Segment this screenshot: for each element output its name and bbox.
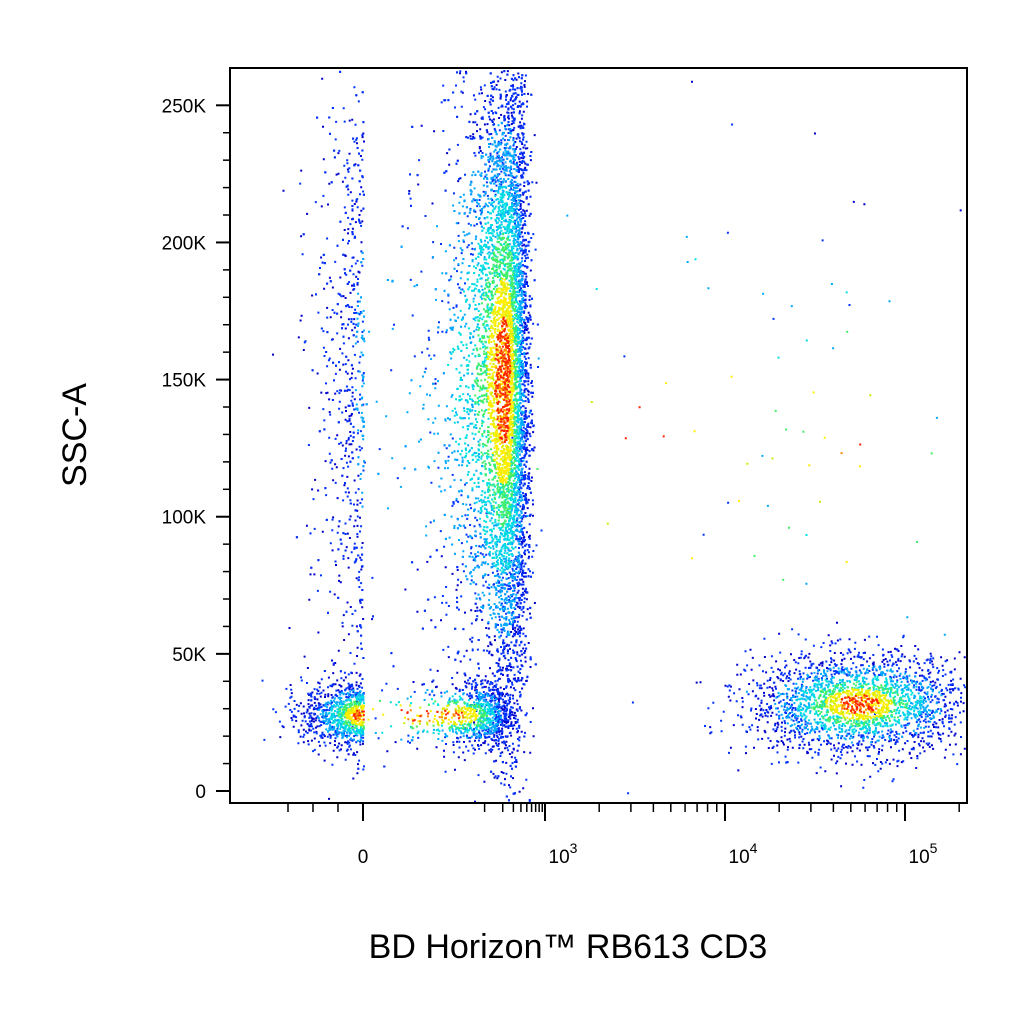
x-tick-base: 10 — [729, 847, 750, 868]
event-dots — [261, 70, 967, 804]
y-tick-label: 0 — [195, 782, 206, 803]
event-dots-density-6 — [344, 278, 893, 726]
x-tick-label: 105 — [909, 840, 938, 868]
y-tick-label: 250K — [162, 96, 207, 117]
event-dots-density-8 — [352, 316, 880, 722]
x-tick-exponent: 5 — [930, 840, 938, 856]
x-axis-title: BD Horizon™ RB613 CD3 — [369, 928, 768, 966]
x-tick-exponent: 3 — [570, 840, 578, 856]
y-tick-label: 200K — [162, 233, 207, 254]
x-tick-base: 10 — [909, 847, 930, 868]
x-tick-base: 10 — [549, 847, 570, 868]
x-tick-label: 0 — [358, 847, 369, 868]
y-tick-label: 50K — [172, 645, 206, 666]
event-dots-density-2 — [317, 121, 946, 744]
event-dots-density-7 — [352, 320, 880, 723]
x-tick-base: 0 — [358, 847, 369, 868]
x-tick-label: 103 — [549, 840, 578, 868]
y-tick-label: 150K — [162, 371, 207, 392]
x-tick-label: 104 — [729, 840, 758, 868]
y-axis-title: SSC-A — [56, 383, 94, 487]
event-dots-density-5 — [344, 277, 893, 727]
x-axis-ticks: 0 103 104 105 — [287, 803, 960, 868]
x-tick-exponent: 4 — [750, 840, 758, 856]
y-tick-label: 100K — [162, 508, 207, 529]
event-dots-density-3 — [328, 185, 923, 736]
y-axis-ticks: 0 50K 100K 150K 200K 250K — [162, 96, 230, 803]
